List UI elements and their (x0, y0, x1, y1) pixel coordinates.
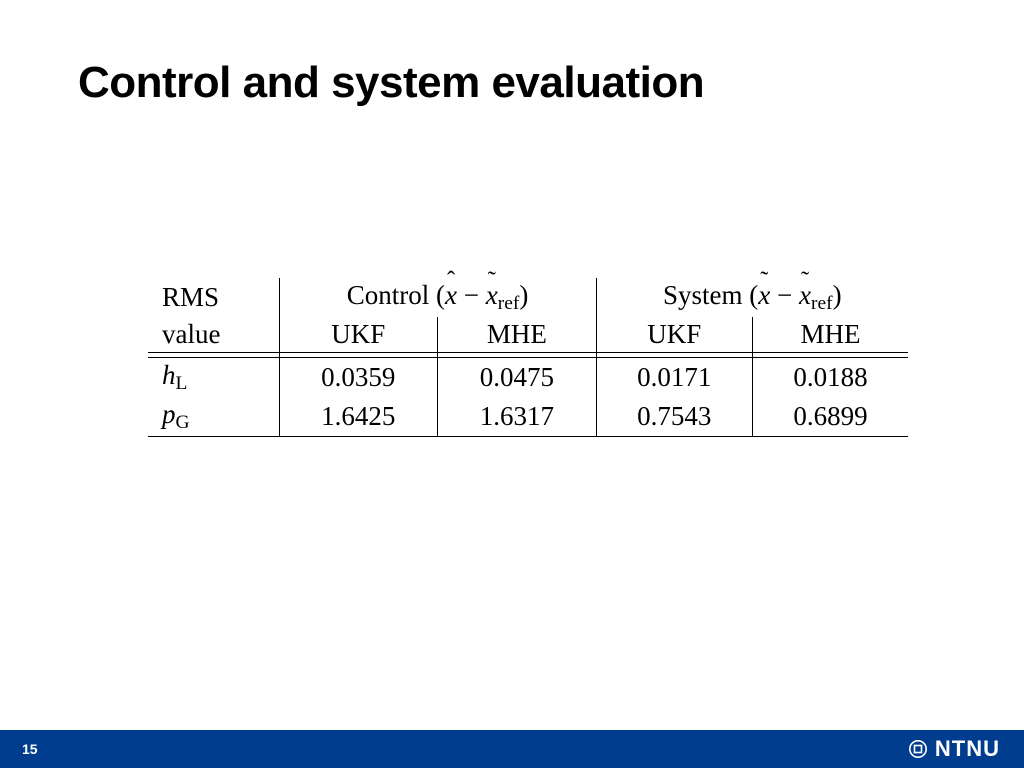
system-label-pre: System ( (663, 280, 758, 310)
row-label-hL: hL (148, 357, 279, 396)
rms-table: RMS Control (x − xref) System (x − xref)… (148, 278, 908, 437)
ref-sub-2: ref (811, 293, 833, 314)
table-row: pG 1.6425 1.6317 0.7543 0.6899 (148, 397, 908, 436)
table-header-row-2: value UKF MHE UKF MHE (148, 317, 908, 353)
cell-system-ukf-1: 0.7543 (596, 397, 752, 436)
cell-control-mhe-0: 0.0475 (438, 357, 597, 396)
header-control-mhe: MHE (438, 317, 597, 353)
table-row: hL 0.0359 0.0475 0.0171 0.0188 (148, 357, 908, 396)
cell-control-ukf-0: 0.0359 (279, 357, 438, 396)
minus-2: − (770, 280, 799, 310)
hL-sub: L (176, 373, 188, 394)
header-system-group: System (x − xref) (596, 278, 908, 317)
hL-var: h (162, 360, 176, 390)
cell-system-mhe-1: 0.6899 (752, 397, 908, 436)
cell-system-ukf-0: 0.0171 (596, 357, 752, 396)
pG-sub: G (176, 412, 190, 433)
header-control-group: Control (x − xref) (279, 278, 596, 317)
row-label-pG: pG (148, 397, 279, 436)
system-label-post: ) (833, 280, 842, 310)
header-system-ukf: UKF (596, 317, 752, 353)
evaluation-table: RMS Control (x − xref) System (x − xref)… (148, 278, 908, 437)
ref-sub-1: ref (498, 293, 520, 314)
pG-var: p (162, 399, 176, 429)
slide-title: Control and system evaluation (78, 58, 704, 108)
xtilde-symbol-3: x (799, 280, 811, 311)
header-system-mhe: MHE (752, 317, 908, 353)
cell-control-ukf-1: 1.6425 (279, 397, 438, 436)
xtilde-symbol-1: x (486, 280, 498, 311)
cell-system-mhe-0: 0.0188 (752, 357, 908, 396)
header-control-ukf: UKF (279, 317, 438, 353)
control-label-pre: Control ( (347, 280, 445, 310)
ntnu-logo: NTNU (909, 736, 1000, 762)
minus-1: − (457, 280, 486, 310)
header-rms-line2: value (148, 317, 279, 353)
table-header-row-1: RMS Control (x − xref) System (x − xref) (148, 278, 908, 317)
control-label-post: ) (519, 280, 528, 310)
cell-control-mhe-1: 1.6317 (438, 397, 597, 436)
ntnu-logo-icon (909, 740, 927, 758)
xhat-symbol: x (445, 280, 457, 311)
ntnu-logo-text: NTNU (935, 736, 1000, 762)
slide: Control and system evaluation RMS Contro… (0, 0, 1024, 768)
page-number: 15 (22, 741, 38, 757)
footer-bar: 15 NTNU (0, 730, 1024, 768)
xtilde-symbol-2: x (758, 280, 770, 311)
header-rms-line1: RMS (148, 278, 279, 317)
